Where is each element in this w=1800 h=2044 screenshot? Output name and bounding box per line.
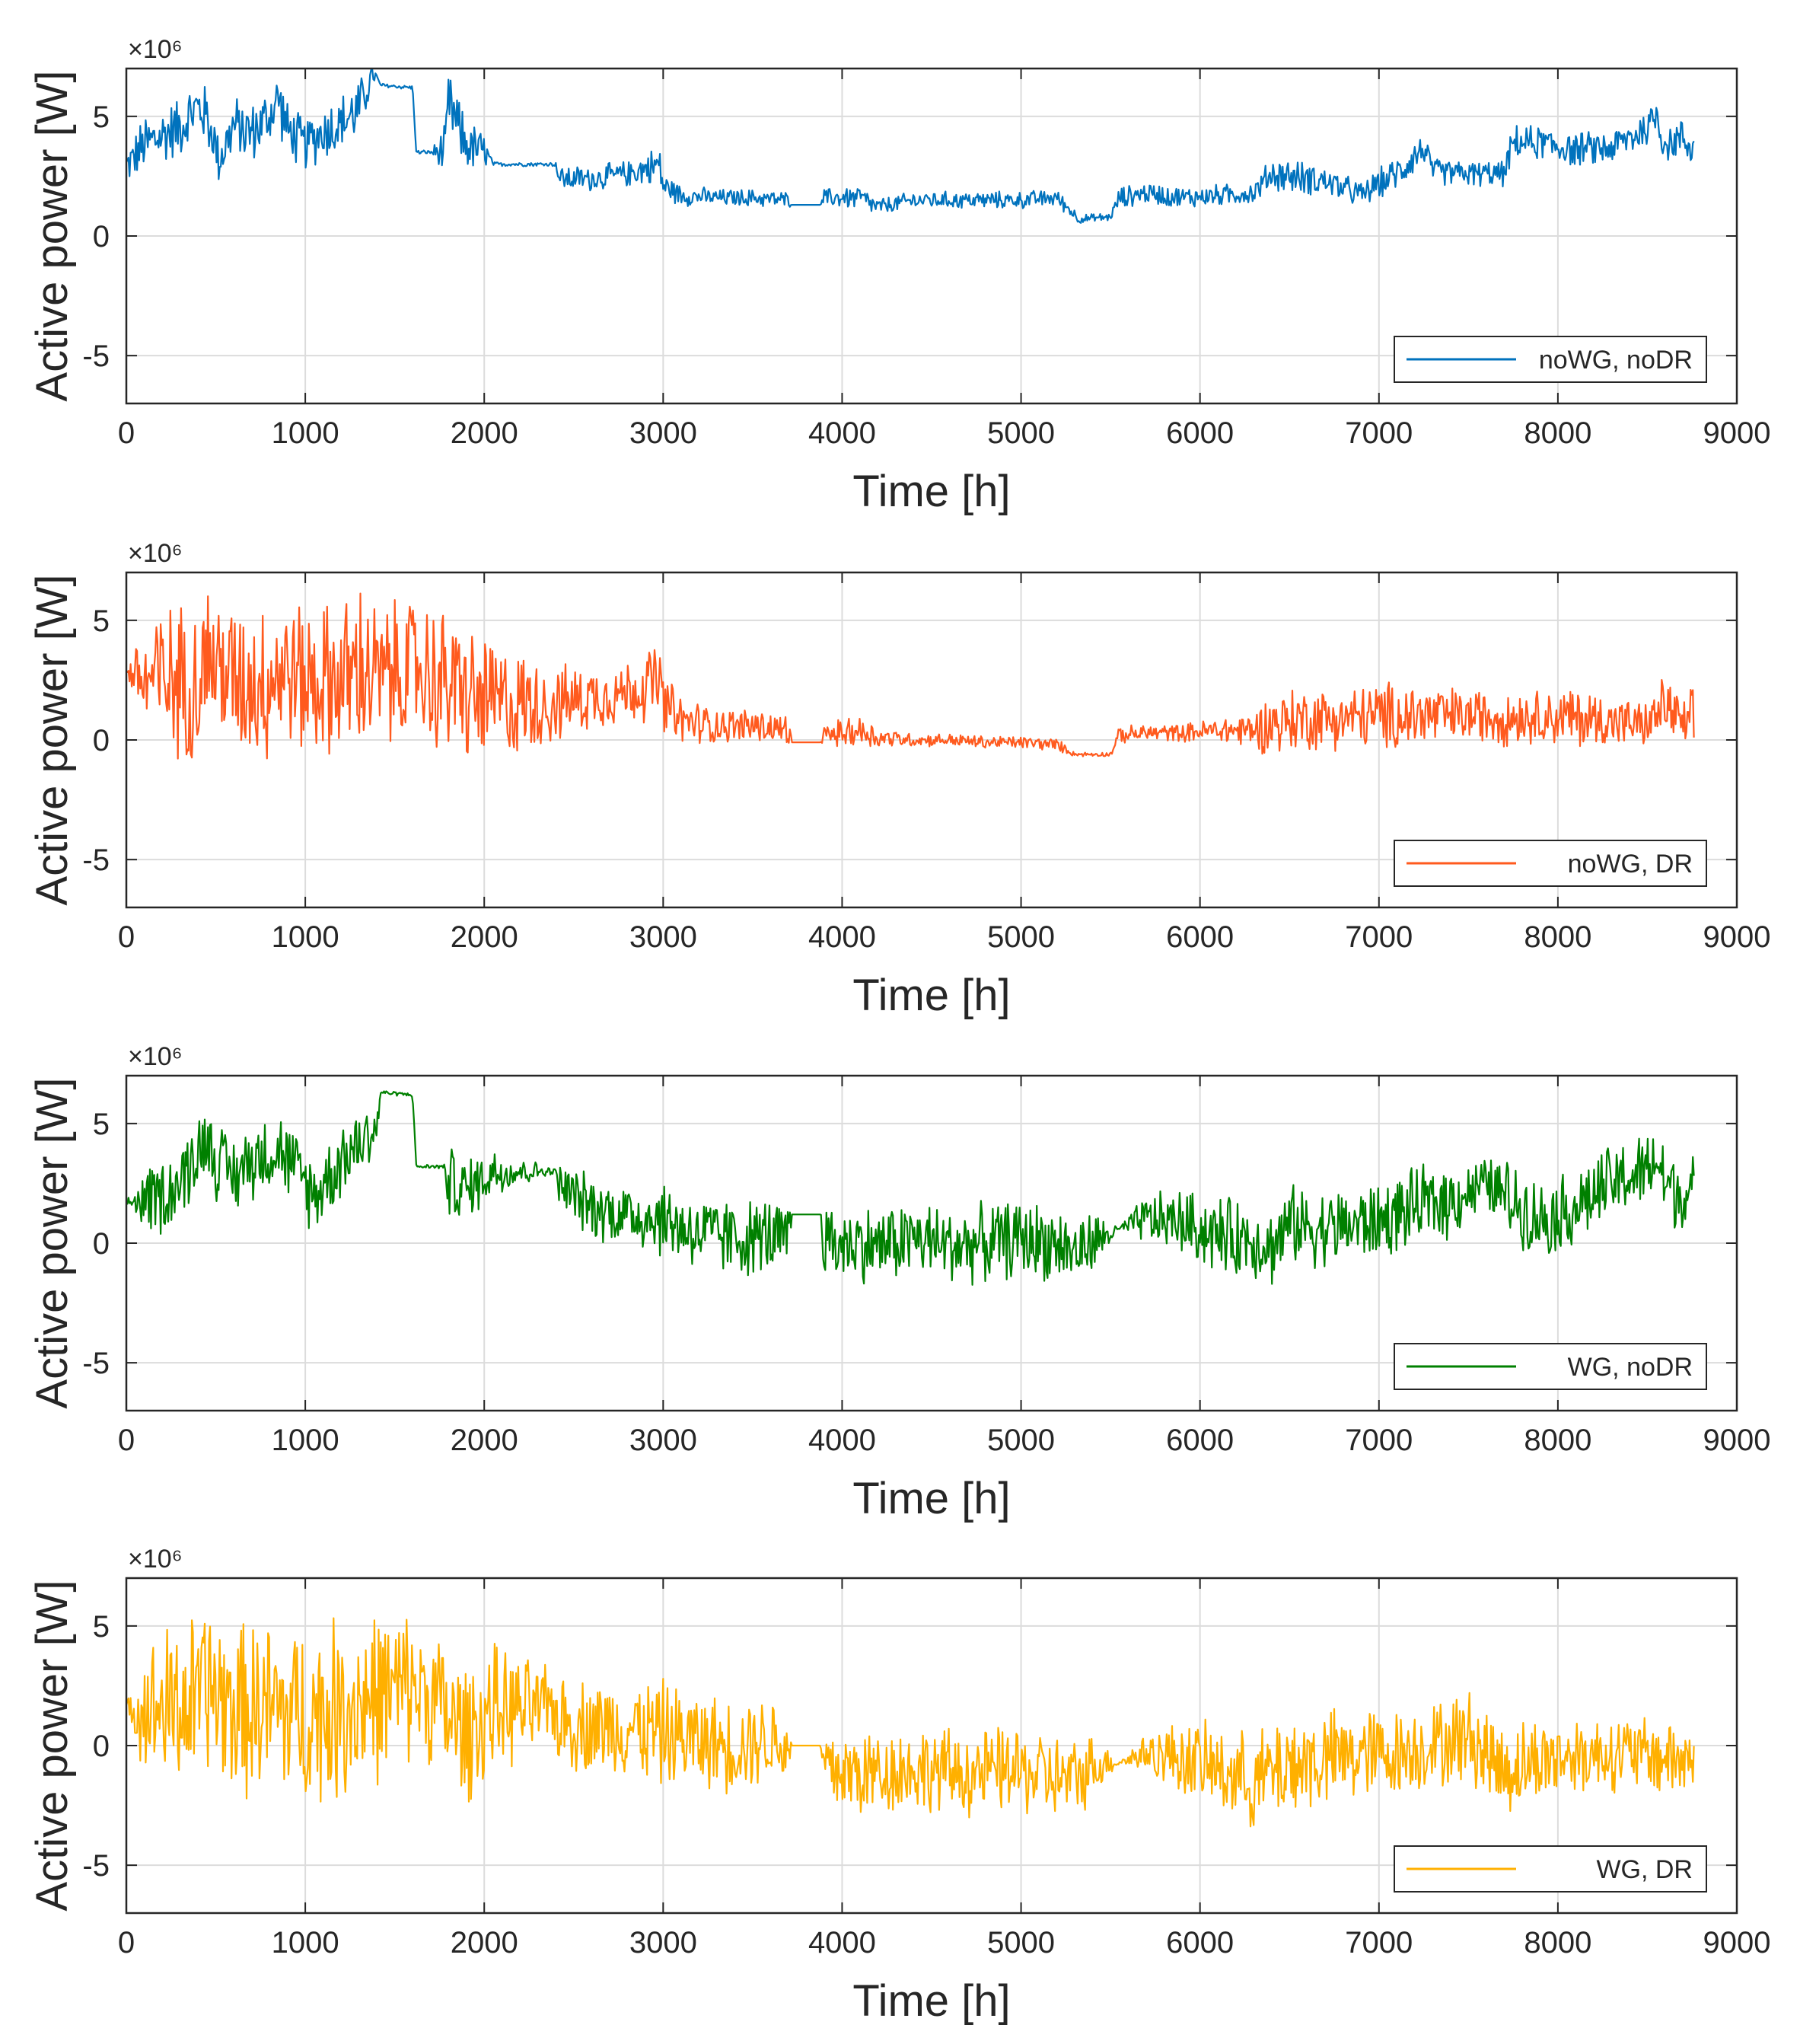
x-tick-label: 9000 xyxy=(1703,1424,1771,1457)
y-exponent-label: ×10⁶ xyxy=(128,35,183,64)
chart-panel-3: 0 1000 2000 3000 4000 5000 6000 7000 8000 9000 -5 0… xyxy=(27,1042,1770,1523)
chart-panel-2: 0 1000 2000 3000 4000 5000 6000 7000 8000 9000 -5 0… xyxy=(27,539,1770,1020)
x-tick-label: 0 xyxy=(118,1424,135,1457)
legend-label: noWG, DR xyxy=(1568,850,1693,879)
legend-box xyxy=(1394,1845,1707,1893)
x-tick-label: 9000 xyxy=(1703,920,1771,954)
x-axis-title: Time [h] xyxy=(852,971,1010,1020)
y-tick-label: 0 xyxy=(93,220,110,254)
y-tick-label: -5 xyxy=(82,843,110,877)
y-exponent-label: ×10⁶ xyxy=(128,539,183,568)
chart-panel-4: 0 1000 2000 3000 4000 5000 6000 7000 8000 9000 -5 0… xyxy=(27,1545,1770,2026)
x-tick-label: 3000 xyxy=(629,1926,697,1959)
x-tick-label: 2000 xyxy=(451,1926,518,1959)
x-tick-label: 7000 xyxy=(1345,920,1413,954)
x-tick-label: 5000 xyxy=(987,416,1055,450)
x-tick-label: 2000 xyxy=(451,416,518,450)
y-axis-title: Active power [W] xyxy=(27,1077,77,1408)
y-tick-label: -5 xyxy=(82,1347,110,1380)
x-tick-label: 2000 xyxy=(451,1424,518,1457)
y-axis-title: Active power [W] xyxy=(27,1580,77,1911)
legend: noWG, noDR xyxy=(1394,336,1707,383)
x-tick-label: 1000 xyxy=(272,1926,339,1959)
x-tick-label: 3000 xyxy=(629,1424,697,1457)
series-line-3-1 xyxy=(125,1090,1695,1286)
x-tick-label: 2000 xyxy=(451,920,518,954)
y-tick-label: -5 xyxy=(82,340,110,373)
y-tick-label: 0 xyxy=(93,724,110,757)
chart-panel-1: 0 1000 2000 3000 4000 5000 6000 7000 8000 9000 -5 0… xyxy=(27,35,1770,516)
x-tick-label: 6000 xyxy=(1166,1424,1234,1457)
legend: WG, DR xyxy=(1394,1845,1707,1893)
y-tick-label: 5 xyxy=(93,1610,110,1644)
legend-label: noWG, noDR xyxy=(1539,346,1693,375)
x-tick-label: 0 xyxy=(118,1926,135,1959)
y-tick-label: 0 xyxy=(93,1730,110,1763)
x-tick-label: 0 xyxy=(118,920,135,954)
legend: noWG, DR xyxy=(1394,840,1707,887)
y-exponent-label: ×10⁶ xyxy=(128,1042,183,1071)
x-tick-label: 8000 xyxy=(1524,1926,1591,1959)
x-tick-label: 3000 xyxy=(629,920,697,954)
y-tick-label: -5 xyxy=(82,1849,110,1883)
x-tick-label: 6000 xyxy=(1166,1926,1234,1959)
legend: WG, noDR xyxy=(1394,1343,1707,1390)
y-tick-label: 5 xyxy=(93,604,110,638)
x-tick-label: 1000 xyxy=(272,920,339,954)
x-tick-label: 7000 xyxy=(1345,1424,1413,1457)
x-axis-title: Time [h] xyxy=(852,467,1010,516)
x-tick-label: 6000 xyxy=(1166,416,1234,450)
x-tick-label: 4000 xyxy=(808,920,876,954)
y-tick-label: 0 xyxy=(93,1227,110,1261)
legend-label: WG, noDR xyxy=(1568,1353,1693,1382)
y-axis-title: Active power [W] xyxy=(27,574,77,905)
x-tick-label: 5000 xyxy=(987,1424,1055,1457)
y-tick-label: 5 xyxy=(93,100,110,134)
x-tick-label: 1000 xyxy=(272,1424,339,1457)
x-tick-label: 3000 xyxy=(629,416,697,450)
x-axis-title: Time [h] xyxy=(852,1474,1010,1523)
y-exponent-label: ×10⁶ xyxy=(128,1545,183,1574)
x-tick-label: 7000 xyxy=(1345,1926,1413,1959)
series-line-1-1 xyxy=(125,67,1695,224)
legend-label: WG, DR xyxy=(1596,1855,1693,1884)
x-tick-label: 9000 xyxy=(1703,1926,1771,1959)
x-tick-label: 8000 xyxy=(1524,920,1591,954)
x-tick-label: 0 xyxy=(118,416,135,450)
x-tick-label: 7000 xyxy=(1345,416,1413,450)
series-line-4-1 xyxy=(125,1617,1695,1828)
x-axis-title: Time [h] xyxy=(852,1976,1010,2026)
y-tick-label: 5 xyxy=(93,1108,110,1141)
x-tick-label: 5000 xyxy=(987,1926,1055,1959)
x-tick-label: 8000 xyxy=(1524,416,1591,450)
x-tick-label: 6000 xyxy=(1166,920,1234,954)
x-tick-label: 5000 xyxy=(987,920,1055,954)
x-tick-label: 4000 xyxy=(808,1424,876,1457)
x-tick-label: 9000 xyxy=(1703,416,1771,450)
y-axis-title: Active power [W] xyxy=(27,70,77,401)
x-tick-label: 1000 xyxy=(272,416,339,450)
x-tick-label: 4000 xyxy=(808,1926,876,1959)
x-tick-label: 4000 xyxy=(808,416,876,450)
series-line-2-1 xyxy=(126,592,1695,760)
x-tick-label: 8000 xyxy=(1524,1424,1591,1457)
